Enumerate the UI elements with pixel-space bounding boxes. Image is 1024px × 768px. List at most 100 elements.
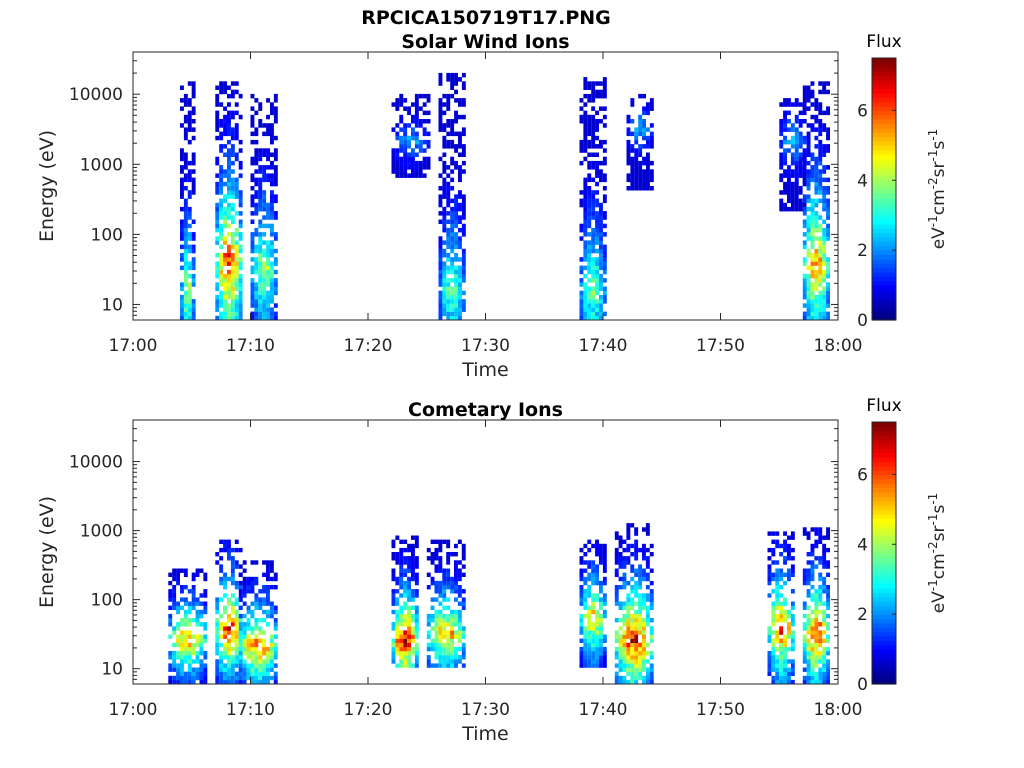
heatmap-cell [798,202,803,208]
heatmap-cell [254,156,259,162]
heatmap-cell [583,77,588,82]
heatmap-cell [818,181,823,187]
heatmap-cell [273,194,278,199]
heatmap-cell [818,240,823,245]
heatmap-cell [771,651,776,656]
heatmap-cell [219,181,224,187]
heatmap-cell [180,589,184,594]
heatmap-cell [215,622,220,627]
heatmap-cell [461,131,466,137]
heatmap-cell [223,215,227,220]
heatmap-cell [587,560,592,565]
heatmap-cell [822,144,827,149]
heatmap-cell [794,181,799,187]
heatmap-cell [227,114,231,120]
heatmap-cell [591,646,596,652]
heatmap-cell [230,215,235,220]
heatmap-cell [407,123,411,128]
heatmap-cell [227,626,231,631]
colorbar-step [872,465,896,471]
heatmap-cell [258,223,263,229]
heatmap-cell [183,303,188,308]
heatmap-cell [630,663,635,668]
heatmap-cell [826,131,830,137]
heatmap-cell [215,236,220,241]
heatmap-cell [183,165,188,170]
heatmap-cell [579,597,584,602]
heatmap-cell [622,585,627,590]
heatmap-cell [399,552,404,557]
heatmap-cell [599,173,603,178]
heatmap-cell [591,135,596,141]
heatmap-cell [595,265,599,271]
colorbar-step [872,293,896,299]
heatmap-cell [266,667,270,672]
heatmap-cell [454,564,458,569]
heatmap-cell [203,675,208,681]
heatmap-cell [458,303,462,308]
heatmap-cell [442,597,447,602]
heatmap-cell [587,634,592,639]
heatmap-cell [411,589,415,594]
heatmap-cell [630,634,635,639]
heatmap-cell [649,605,654,610]
heatmap-cell [273,165,278,170]
heatmap-cell [254,206,259,212]
heatmap-cell [230,663,235,668]
heatmap-cell [238,202,243,208]
heatmap-cell [783,634,787,639]
heatmap-cell [219,81,224,86]
heatmap-cell [822,315,827,321]
heatmap-cell [587,307,592,312]
heatmap-cell [638,114,643,120]
heatmap-cell [227,181,231,187]
heatmap-cell [579,98,584,103]
heatmap-cell [399,160,404,166]
heatmap-cell [273,211,278,216]
heatmap-cell [227,543,231,549]
heatmap-cell [587,659,592,664]
heatmap-cell [806,576,811,582]
heatmap-cell [399,605,404,610]
heatmap-cell [642,568,646,573]
heatmap-cell [191,273,196,279]
heatmap-cell [626,160,631,166]
heatmap-cell [426,659,431,664]
heatmap-cell [626,663,631,668]
heatmap-cell [273,148,278,153]
heatmap-cell [458,139,462,145]
heatmap-cell [790,634,795,639]
heatmap-cell [238,198,243,204]
heatmap-cell [219,315,224,321]
heatmap-cell [414,152,419,157]
heatmap-cell [446,93,451,99]
heatmap-cell [262,232,267,237]
heatmap-cell [646,160,650,166]
heatmap-cell [446,646,451,652]
heatmap-cell [254,601,259,606]
heatmap-cell [806,106,811,111]
heatmap-cell [583,123,588,128]
heatmap-cell [430,646,435,652]
heatmap-cell [203,679,208,685]
heatmap-cell [191,593,196,598]
heatmap-cell [254,671,259,676]
heatmap-cell [599,206,603,212]
heatmap-cell [599,106,603,111]
heatmap-cell [454,299,458,304]
heatmap-cell [242,626,247,631]
heatmap-cell [642,659,646,664]
heatmap-cell [215,190,220,195]
heatmap-cell [461,160,466,166]
heatmap-cell [395,580,400,586]
heatmap-cell [454,663,458,668]
heatmap-cell [767,572,772,577]
heatmap-cell [599,160,603,166]
colorbar-step [872,470,896,475]
heatmap-cell [583,273,588,279]
heatmap-cell [587,593,592,598]
heatmap-cell [461,114,466,120]
heatmap-cell [442,190,447,195]
heatmap-cell [242,634,247,639]
heatmap-cell [223,580,227,586]
